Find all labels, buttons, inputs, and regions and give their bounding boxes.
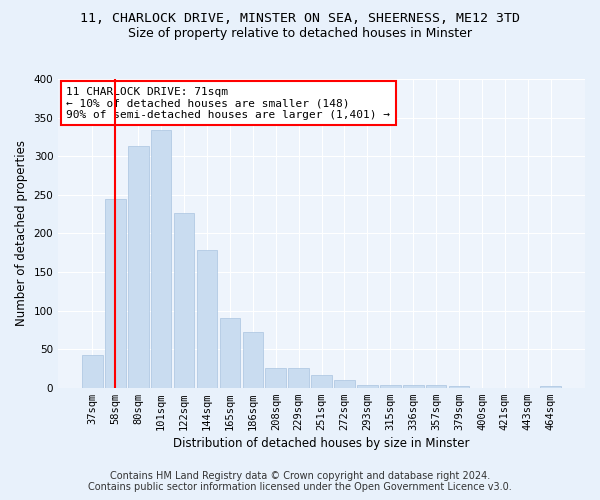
Bar xyxy=(220,318,240,388)
Bar xyxy=(289,368,309,388)
Bar xyxy=(357,384,378,388)
Bar xyxy=(334,380,355,388)
Bar xyxy=(82,356,103,388)
Text: Size of property relative to detached houses in Minster: Size of property relative to detached ho… xyxy=(128,28,472,40)
Text: Contains HM Land Registry data © Crown copyright and database right 2024.
Contai: Contains HM Land Registry data © Crown c… xyxy=(88,471,512,492)
Bar xyxy=(541,386,561,388)
Bar xyxy=(449,386,469,388)
Bar xyxy=(380,384,401,388)
Bar xyxy=(105,198,125,388)
Text: 11, CHARLOCK DRIVE, MINSTER ON SEA, SHEERNESS, ME12 3TD: 11, CHARLOCK DRIVE, MINSTER ON SEA, SHEE… xyxy=(80,12,520,26)
Bar xyxy=(174,214,194,388)
Bar xyxy=(426,386,446,388)
X-axis label: Distribution of detached houses by size in Minster: Distribution of detached houses by size … xyxy=(173,437,470,450)
Bar xyxy=(197,250,217,388)
Bar xyxy=(242,332,263,388)
Bar xyxy=(311,376,332,388)
Text: 11 CHARLOCK DRIVE: 71sqm
← 10% of detached houses are smaller (148)
90% of semi-: 11 CHARLOCK DRIVE: 71sqm ← 10% of detach… xyxy=(66,86,390,120)
Y-axis label: Number of detached properties: Number of detached properties xyxy=(15,140,28,326)
Bar xyxy=(403,384,424,388)
Bar xyxy=(265,368,286,388)
Bar xyxy=(151,130,172,388)
Bar xyxy=(128,146,149,388)
